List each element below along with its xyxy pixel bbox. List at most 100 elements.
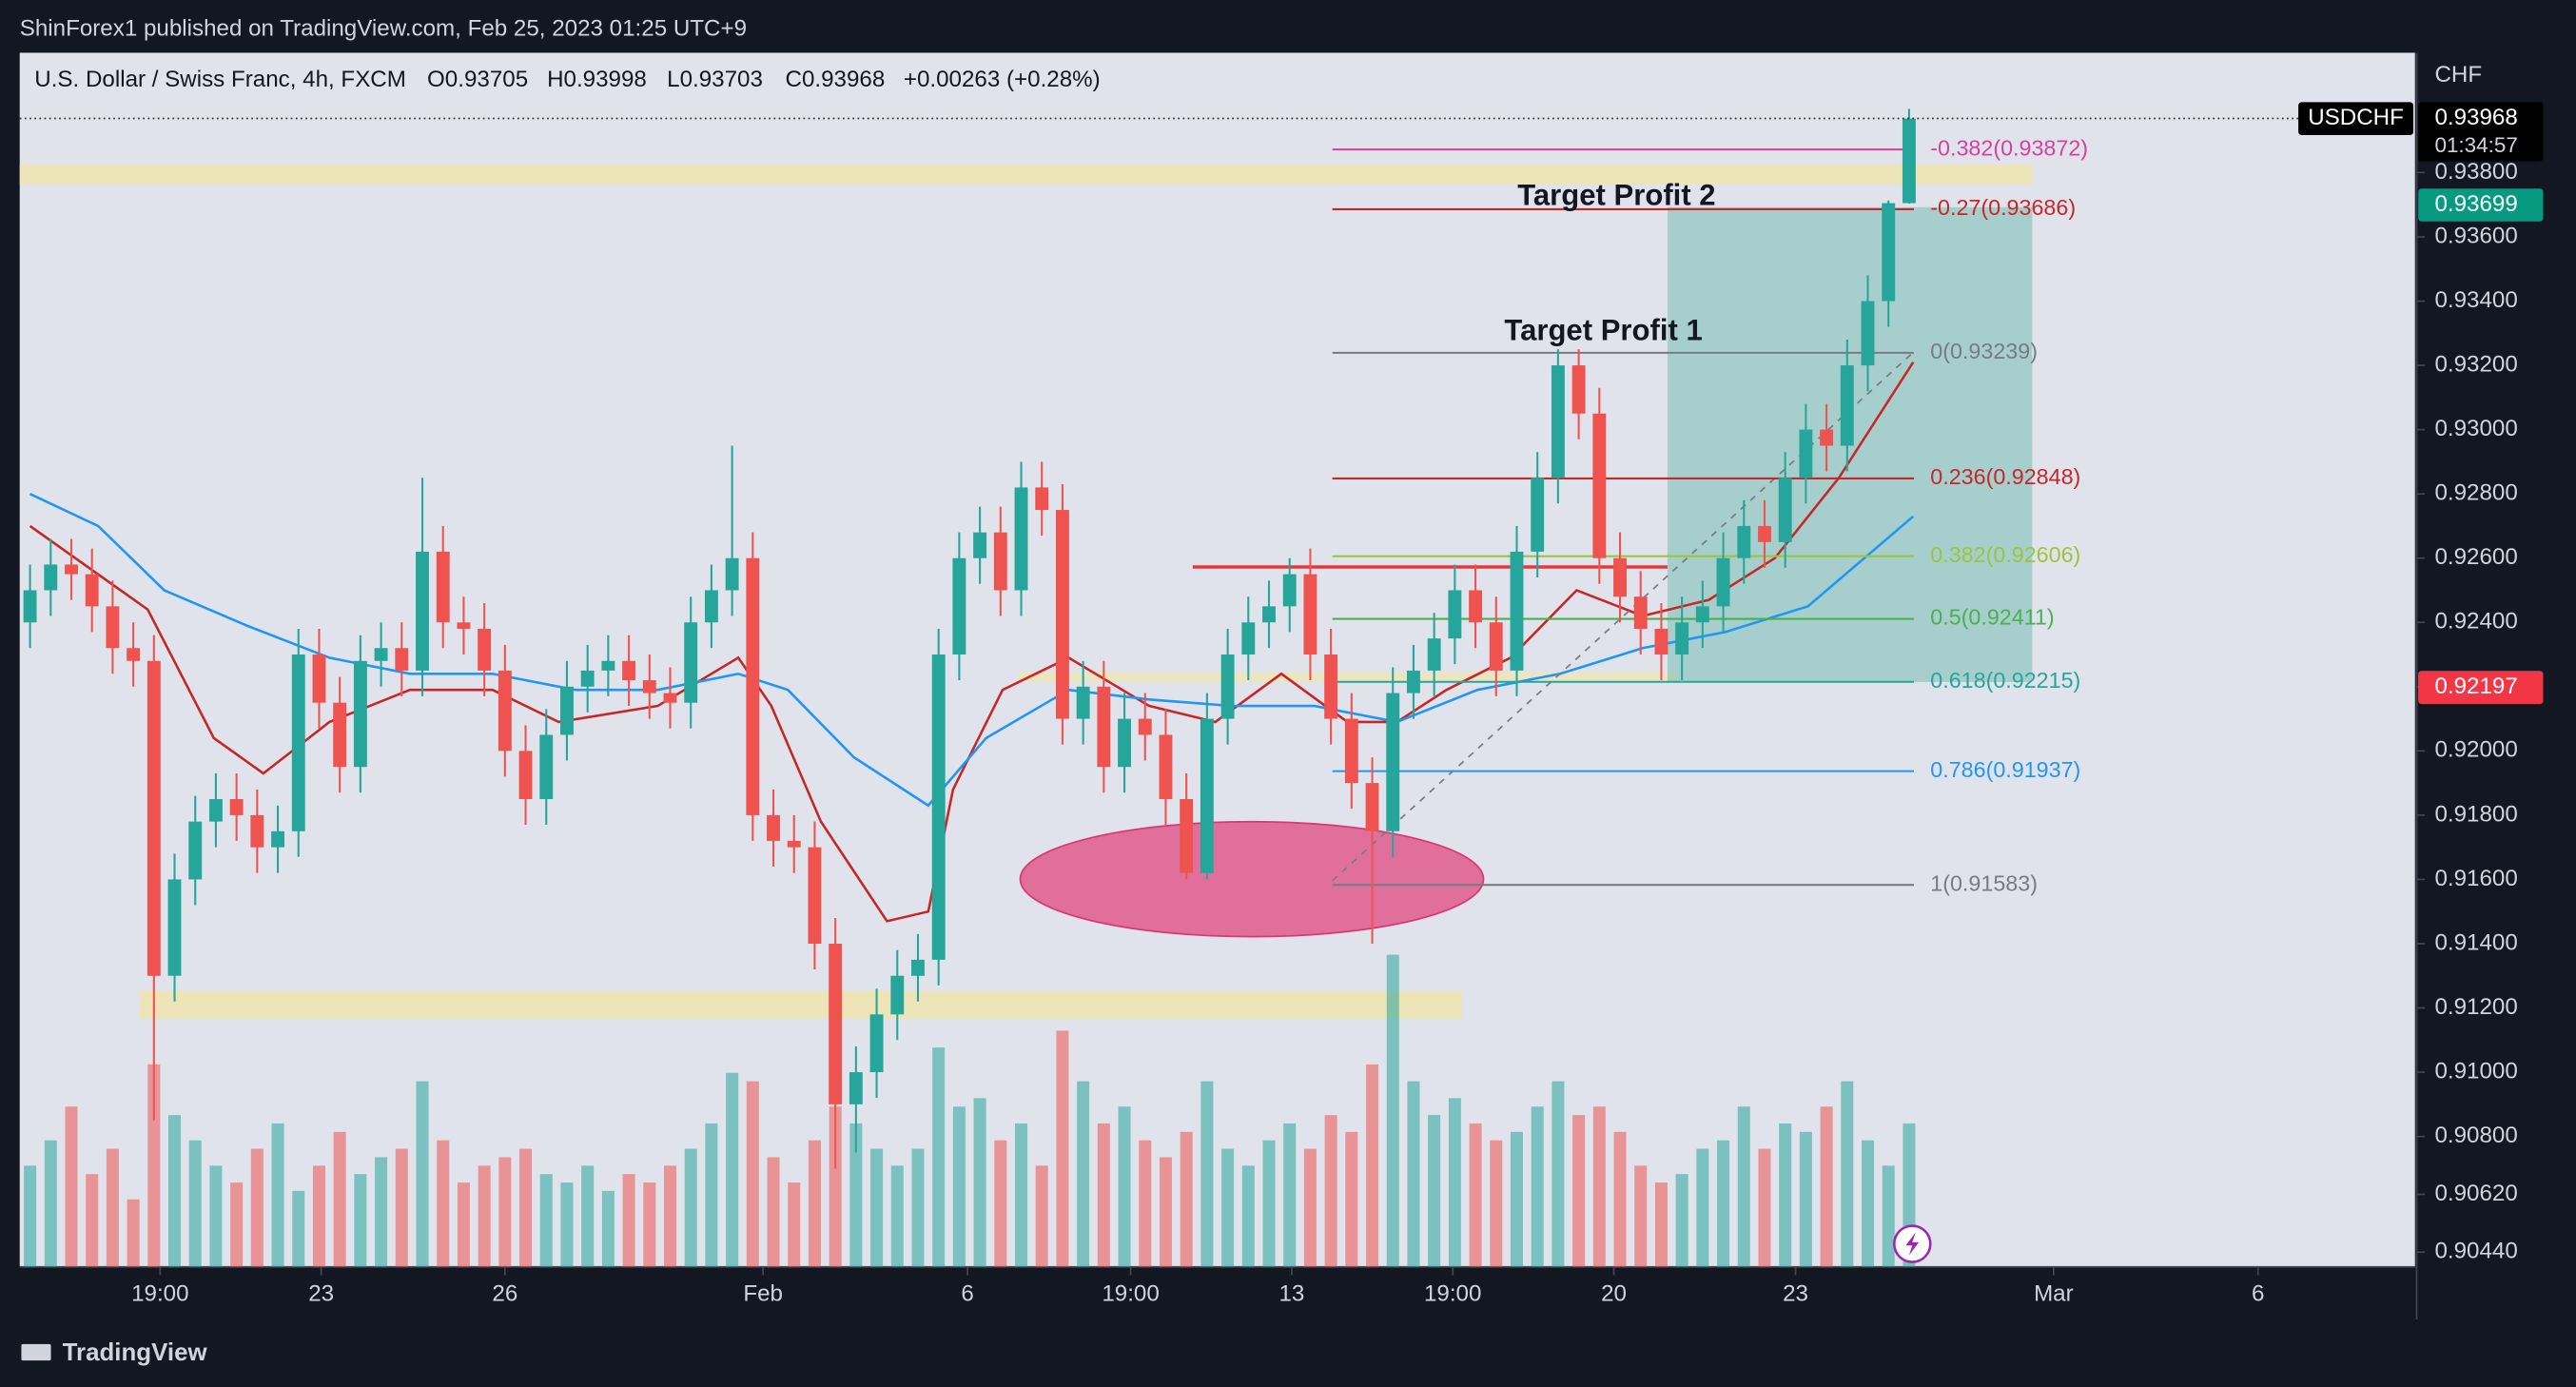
- volume-bar: [1799, 1131, 1812, 1267]
- volume-bar: [1324, 1115, 1337, 1267]
- volume-bar: [726, 1072, 739, 1267]
- candle-body: [1510, 551, 1524, 671]
- candle-body: [1675, 622, 1689, 655]
- fib-layer: -0.382(0.93872) -0.27(0.93686) 0(0.93239) 0…: [1332, 135, 2088, 895]
- price-tag-label: 0.92197: [2434, 674, 2517, 699]
- candle-body: [973, 532, 987, 558]
- candle-body: [808, 847, 822, 944]
- volume-bar: [1572, 1115, 1586, 1267]
- candle-body: [65, 564, 78, 575]
- y-tick-label: 0.90800: [2434, 1123, 2517, 1148]
- volume-bar: [250, 1148, 263, 1267]
- zone: [19, 164, 2033, 185]
- volume-bar: [684, 1148, 697, 1267]
- volume-bar: [1015, 1123, 1028, 1267]
- volume-bar: [1386, 954, 1399, 1267]
- volume-bar: [271, 1123, 284, 1267]
- candle-body: [498, 670, 512, 752]
- fib-label: -0.382(0.93872): [1930, 135, 2088, 160]
- candle-body: [146, 660, 161, 976]
- volume-bar: [932, 1047, 946, 1267]
- candle-body: [642, 680, 656, 694]
- candle-body: [1799, 429, 1813, 479]
- volume-bar: [994, 1140, 1007, 1267]
- candle-body: [333, 702, 347, 768]
- x-tick-label: 19:00: [1102, 1280, 1159, 1306]
- candle-body: [1200, 718, 1214, 873]
- y-tick-label: 0.93200: [2434, 351, 2517, 377]
- candle-body: [1180, 799, 1194, 873]
- volume-bar: [1097, 1123, 1110, 1267]
- legend-symbol: U.S. Dollar / Swiss Franc, 4h, FXCM: [34, 67, 406, 92]
- volume-bar: [1717, 1140, 1730, 1267]
- candle-body: [478, 629, 492, 671]
- volume-bar: [65, 1106, 78, 1267]
- volume-bar: [375, 1157, 388, 1267]
- candle-body: [746, 557, 760, 815]
- candle-body: [1055, 510, 1069, 719]
- fib-label: 0.236(0.92848): [1930, 464, 2080, 489]
- candle-body: [85, 574, 99, 607]
- candle-body: [1076, 686, 1090, 719]
- candle-body: [436, 551, 450, 623]
- volume-bar: [973, 1098, 986, 1267]
- candle-body: [1592, 413, 1607, 558]
- candle-body: [560, 686, 574, 735]
- volume-bar: [127, 1199, 140, 1267]
- candle-body: [1633, 596, 1648, 630]
- candle-body: [1241, 622, 1256, 655]
- volume-bar: [1303, 1148, 1317, 1267]
- volume-bar: [952, 1106, 966, 1267]
- volume-bar: [1758, 1148, 1771, 1267]
- candle-body: [1035, 487, 1049, 511]
- candle-body: [1861, 301, 1875, 366]
- volume-bar: [746, 1081, 759, 1267]
- candle-body: [188, 821, 203, 880]
- volume-bar: [560, 1182, 574, 1267]
- candle-body: [1324, 654, 1338, 719]
- y-tick-label: 0.90440: [2434, 1239, 2517, 1264]
- zone: [1018, 672, 1676, 682]
- volume-bar: [457, 1182, 470, 1267]
- volume-bar: [1654, 1182, 1668, 1267]
- legend-low: L0.93703: [667, 67, 763, 92]
- volume-bar: [601, 1190, 615, 1267]
- symbol-tag: [2298, 102, 2414, 135]
- candle-body: [23, 590, 37, 623]
- volume-bar: [1510, 1131, 1524, 1267]
- candle-body: [1469, 590, 1483, 623]
- y-tick-label: 0.91800: [2434, 801, 2517, 827]
- candle-body: [1159, 734, 1173, 800]
- candle-body: [457, 622, 471, 630]
- volume-bar: [1613, 1131, 1627, 1267]
- candle-body: [1427, 638, 1441, 671]
- volume-bar: [519, 1148, 533, 1267]
- volume-bar: [1139, 1140, 1152, 1267]
- candle-body: [1282, 574, 1297, 607]
- volume-bar: [395, 1148, 408, 1267]
- volume-bar: [1634, 1165, 1648, 1267]
- volume-bar: [106, 1148, 119, 1267]
- candle-body: [890, 975, 905, 1015]
- volume-bar: [581, 1165, 595, 1267]
- candle-body: [993, 532, 1007, 591]
- y-tick-label: 0.92000: [2434, 737, 2517, 763]
- symbol-label: USDCHF: [2308, 105, 2404, 130]
- candle-body: [1448, 590, 1462, 639]
- volume-bar: [1737, 1106, 1750, 1267]
- x-tick-label: 19:00: [1424, 1280, 1481, 1306]
- x-tick-label: 26: [492, 1280, 517, 1306]
- volume-bar: [643, 1182, 656, 1267]
- volume-bar: [808, 1140, 821, 1267]
- fib-label: 0.5(0.92411): [1930, 605, 2054, 630]
- volume-bar: [1056, 1030, 1069, 1267]
- volume-bar: [168, 1115, 182, 1267]
- volume-bar: [849, 1123, 863, 1267]
- candle-body: [1820, 429, 1834, 446]
- published: ShinForex1 published on TradingView.com,…: [20, 16, 747, 42]
- candle-body: [1365, 783, 1379, 831]
- x-tick-label: Mar: [2034, 1280, 2074, 1306]
- x-tick-label: 23: [1783, 1280, 1808, 1306]
- volume-bar: [312, 1165, 325, 1267]
- volume-bar: [292, 1190, 305, 1267]
